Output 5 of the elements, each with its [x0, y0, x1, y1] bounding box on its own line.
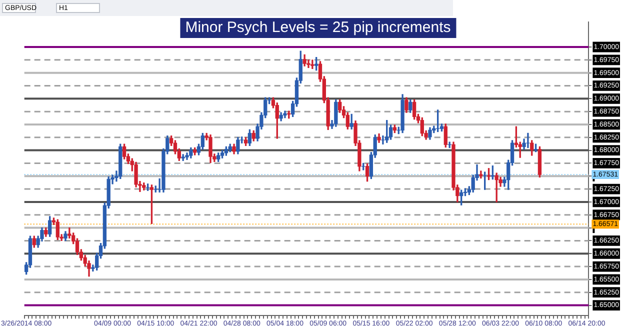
candlestick	[526, 132, 530, 148]
candlestick	[479, 170, 483, 179]
chart-title: Minor Psych Levels = 25 pip increments	[180, 18, 456, 38]
candlestick	[283, 110, 287, 118]
candlestick	[381, 136, 385, 144]
